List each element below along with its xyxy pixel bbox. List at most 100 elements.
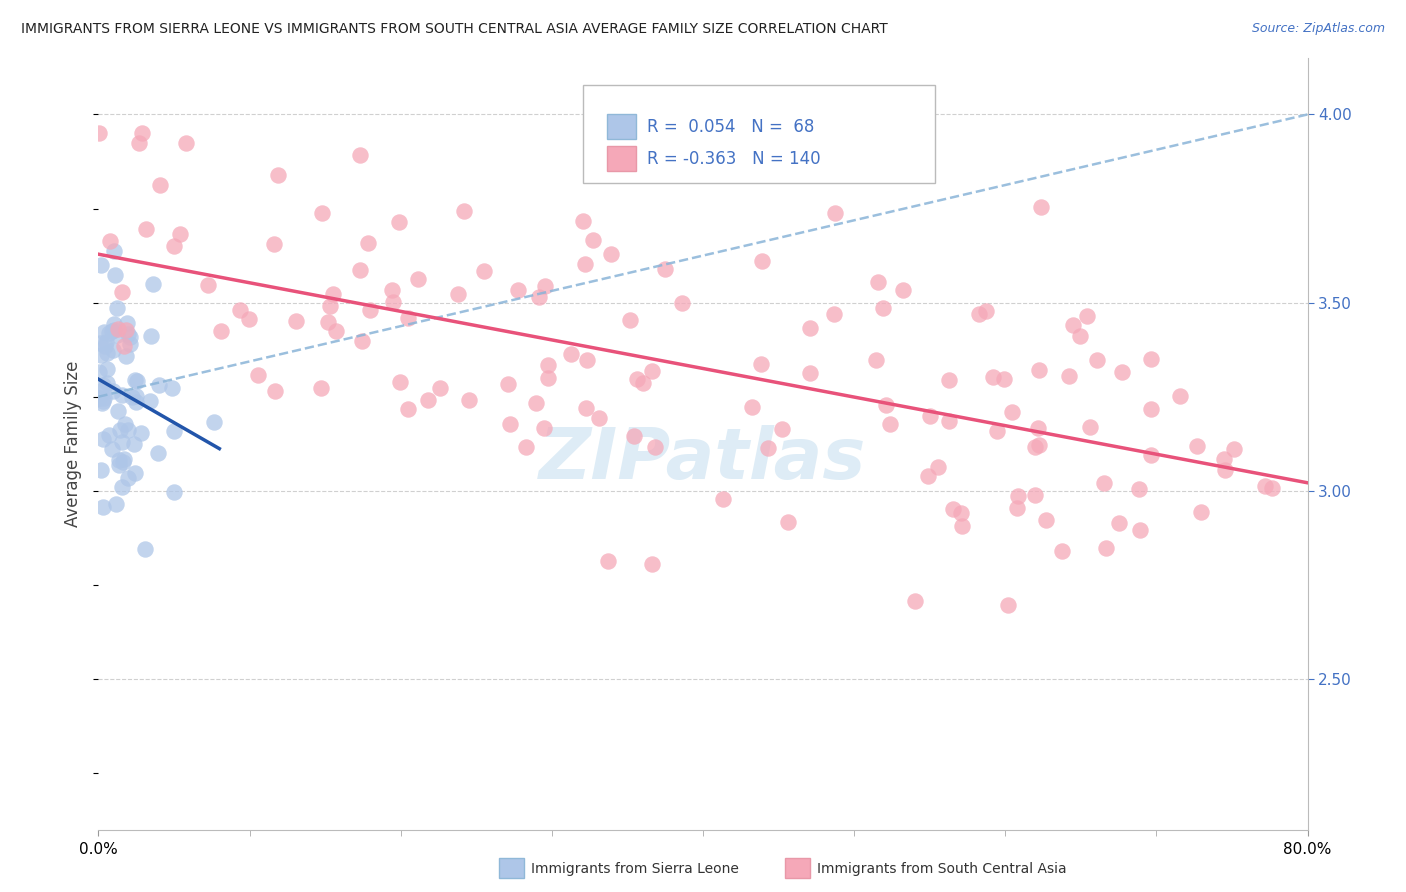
Point [117,423,139,437]
Point [1261,481,1284,495]
Point [1094,541,1116,556]
Point [96,346,118,360]
Point [163,239,186,253]
Point [107,322,129,336]
Point [325,324,347,338]
Point [799,321,821,335]
Point [506,283,529,297]
Point [104,497,127,511]
Point [142,277,165,291]
Point [875,398,897,412]
Point [499,417,522,431]
Point [117,471,139,485]
Point [91,500,114,514]
Point [111,388,134,402]
Point [98,428,121,442]
Point [758,441,780,455]
Text: R = -0.363   N = 140: R = -0.363 N = 140 [647,150,820,168]
Point [94,339,117,353]
Point [496,376,519,391]
Point [969,307,991,321]
Point [104,268,127,282]
Point [1069,329,1091,343]
Point [111,434,134,449]
Point [246,368,269,382]
Point [904,594,927,608]
Point [267,168,290,182]
Point [1139,448,1161,462]
Point [1001,405,1024,419]
Point [633,376,655,390]
Point [1140,401,1163,416]
Point [640,558,662,572]
Point [163,425,186,439]
Text: Immigrants from Sierra Leone: Immigrants from Sierra Leone [531,862,740,876]
Point [89,365,111,379]
Point [447,286,470,301]
Point [96,334,118,349]
Point [866,275,889,289]
Point [118,330,141,344]
Point [107,301,129,315]
Point [124,466,146,480]
Point [131,126,153,140]
Text: R =  0.054   N =  68: R = 0.054 N = 68 [647,118,814,136]
Point [100,324,122,338]
Point [107,404,129,418]
Point [1026,420,1049,434]
Point [138,393,160,408]
Point [865,352,887,367]
Point [1062,318,1084,332]
Point [125,389,148,403]
Point [949,506,972,520]
Point [169,227,191,241]
Point [1168,389,1191,403]
Point [263,384,285,399]
Point [349,148,371,162]
Point [1028,438,1050,452]
Point [209,324,232,338]
Point [582,233,605,247]
Point [93,326,115,340]
Point [1189,505,1212,519]
Point [406,271,429,285]
Point [741,400,763,414]
Point [1139,352,1161,367]
Point [1076,310,1098,324]
Point [1222,442,1244,456]
Point [352,334,374,348]
Point [349,263,371,277]
Point [263,236,285,251]
Point [1092,476,1115,491]
Point [311,381,333,395]
Point [626,372,648,386]
Point [146,446,169,460]
Point [356,235,378,250]
Point [359,303,381,318]
Point [599,246,621,260]
Point [160,381,183,395]
Point [537,358,560,372]
Point [671,295,693,310]
Point [1108,516,1130,530]
Point [108,423,131,437]
Point [938,373,960,387]
Point [381,283,404,297]
Point [229,302,252,317]
Point [751,253,773,268]
Point [90,463,112,477]
Point [148,378,170,392]
Point [91,383,114,397]
Point [141,329,163,343]
Point [986,424,1008,438]
Point [623,429,645,443]
Point [127,375,149,389]
Point [472,264,495,278]
Point [96,376,118,390]
Point [952,519,974,533]
Point [1078,420,1101,434]
Point [823,307,845,321]
Point [1007,489,1029,503]
Point [575,401,598,415]
Point [429,381,451,395]
